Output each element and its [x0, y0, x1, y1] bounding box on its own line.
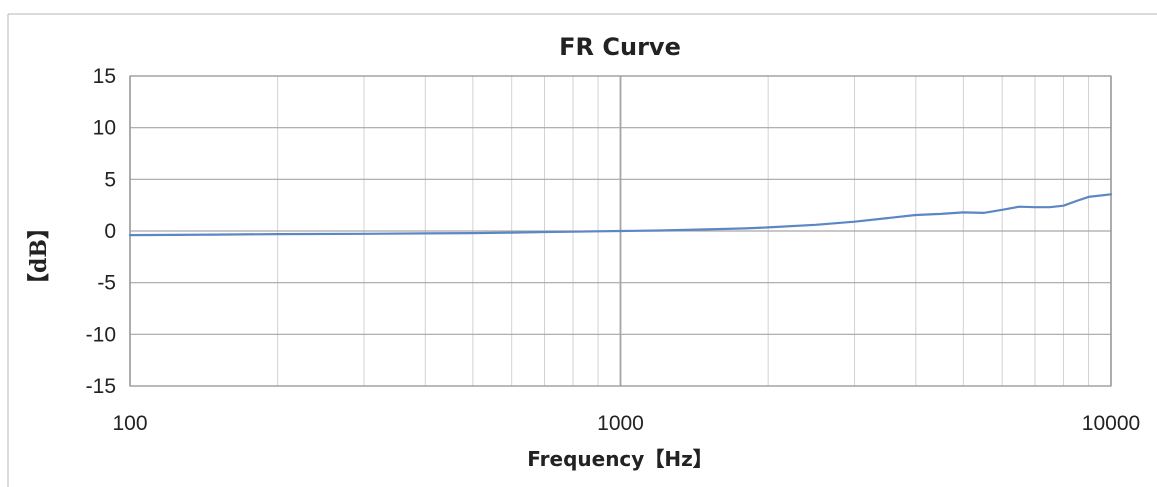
x-tick-label: 1000 — [597, 412, 644, 435]
x-tick-label: 100 — [112, 412, 147, 435]
series-line — [128, 193, 1113, 237]
y-tick-label: -5 — [97, 272, 116, 295]
y-tick-label: 10 — [93, 117, 116, 140]
y-tick-label: -10 — [86, 323, 116, 346]
series-layer — [128, 193, 1113, 237]
y-axis-label: 【dB】 — [26, 217, 52, 295]
x-tick-label: 10000 — [1082, 412, 1140, 435]
y-tick-label: -15 — [86, 375, 116, 398]
chart-title: FR Curve — [559, 33, 681, 61]
y-tick-label: 5 — [104, 168, 116, 191]
plot-border — [129, 75, 1112, 387]
x-axis-label: Frequency【Hz】 — [527, 447, 712, 471]
y-tick-label: 15 — [93, 65, 116, 88]
y-tick-label: 0 — [104, 220, 116, 243]
tick-labels: 15 10 5 0 -5 -10 -15 100 1000 10000 — [86, 65, 1141, 435]
